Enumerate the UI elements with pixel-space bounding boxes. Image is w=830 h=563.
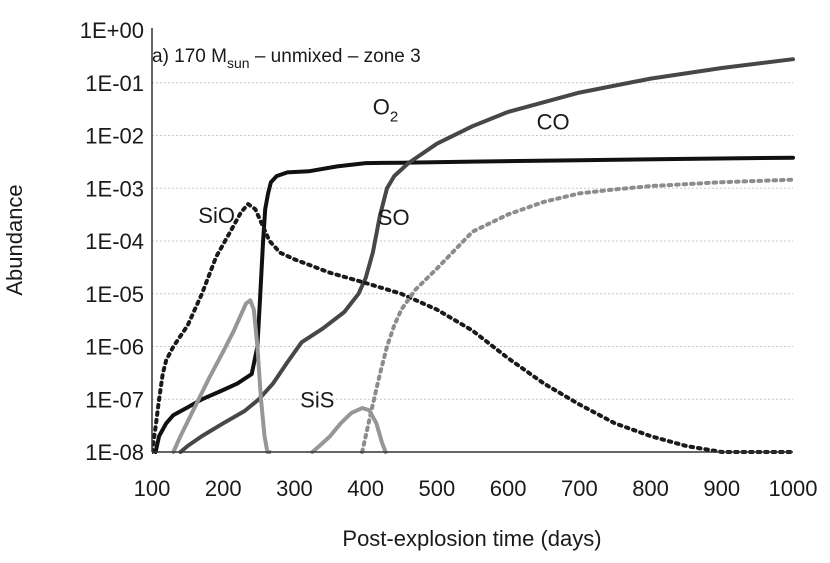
x-tick-label: 400 [347,476,384,501]
series-label-so: SO [378,205,410,230]
x-tick-label: 100 [134,476,171,501]
x-tick-label: 600 [490,476,527,501]
series-line-so [360,177,795,454]
series-label-co: CO [537,109,570,134]
y-tick-label: 1E+00 [80,18,144,43]
series-label-sis: SiS [300,387,334,412]
x-tick-label: 900 [703,476,740,501]
gridlines [152,82,793,400]
series-label-o2: O2 [373,95,398,126]
series-line-sis-1 [171,298,272,454]
y-tick-label: 1E-04 [85,229,144,254]
series-line-sis-2 [310,406,388,454]
x-tick-label: 500 [419,476,456,501]
y-tick-label: 1E-05 [85,282,144,307]
series-label-sio: SiO [198,203,235,228]
y-tick-label: 1E-01 [85,71,144,96]
series-line-co [153,155,795,454]
y-tick-label: 1E-08 [85,440,144,465]
y-axis-title: Abundance [2,184,27,295]
series-layer: CO O2 SiO SO SiS [152,57,795,454]
y-tick-label: 1E-03 [85,176,144,201]
x-tick-label: 200 [205,476,242,501]
panel-title: a) 170 Msun – unmixed – zone 3 [152,46,421,71]
x-tick-label: 800 [632,476,669,501]
x-tick-label: 1000 [769,476,818,501]
axes: 1E+00 1E-01 1E-02 1E-03 1E-04 1E-05 1E-06 1E-07… [80,18,818,501]
y-tick-label: 1E-02 [85,124,144,149]
series-line-sio [152,202,795,454]
y-tick-label: 1E-07 [85,387,144,412]
x-tick-label: 700 [561,476,598,501]
series-line-o2 [178,57,795,454]
x-axis-title: Post-explosion time (days) [342,526,601,551]
y-tick-label: 1E-06 [85,335,144,360]
x-tick-label: 300 [276,476,313,501]
